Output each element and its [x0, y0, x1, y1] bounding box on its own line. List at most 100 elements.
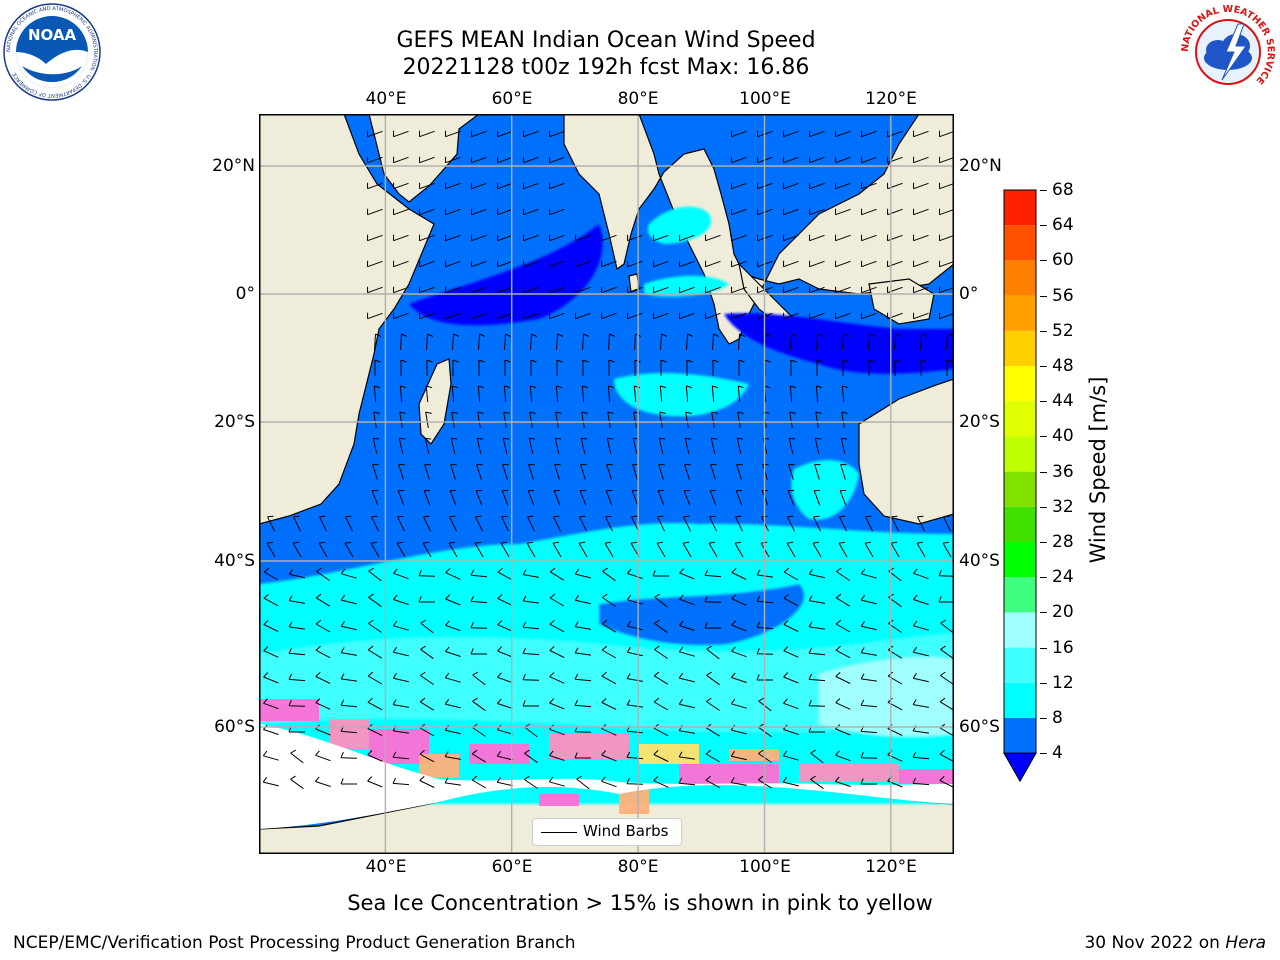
wind-barb: [786, 541, 796, 558]
wind-barb: [549, 698, 565, 710]
wind-barb: [448, 541, 458, 558]
wind-barb: [627, 568, 643, 579]
wind-barb: [783, 286, 799, 294]
noaa-logo-text: NOAA: [28, 26, 77, 44]
wind-barb: [579, 515, 587, 532]
wind-barb: [471, 260, 487, 268]
wind-barb: [939, 260, 954, 268]
wind-barb: [450, 437, 458, 454]
wind-barb: [470, 595, 488, 604]
wind-barb: [887, 182, 903, 190]
wind-barb: [841, 385, 849, 403]
wind-barb: [582, 333, 590, 351]
wind-barb: [601, 234, 617, 242]
wind-barb: [400, 359, 407, 377]
wind-barb: [418, 596, 435, 603]
wind-barb: [444, 777, 461, 786]
wind-barb: [267, 515, 275, 532]
wind-barb: [470, 569, 488, 578]
wind-barb: [424, 437, 432, 454]
wind-barb: [679, 594, 695, 606]
wind-barb: [503, 411, 510, 428]
wind-barb: [367, 697, 383, 711]
wind-barb: [659, 385, 667, 403]
wind-barb: [653, 697, 669, 711]
wind-barb: [529, 385, 537, 403]
wind-barb: [263, 698, 279, 710]
wind-barb: [835, 312, 851, 320]
wind-barb: [660, 359, 667, 377]
wind-barb: [887, 312, 903, 320]
wind-barb: [731, 130, 747, 138]
wind-barb: [810, 749, 824, 764]
wind-barb: [912, 646, 929, 657]
wind-barb: [288, 569, 305, 579]
wind-barb: [835, 672, 851, 684]
wind-barb: [783, 234, 799, 242]
wind-barb: [501, 490, 509, 506]
wind-barb: [835, 130, 851, 138]
wind-barb: [522, 595, 539, 604]
wind-barb: [679, 620, 695, 631]
wind-barb: [835, 260, 851, 268]
wind-barb: [523, 312, 539, 320]
wind-barb: [444, 725, 461, 735]
wind-barb: [475, 490, 483, 506]
wind-barb: [393, 208, 409, 216]
wind-barb: [549, 567, 565, 581]
wind-barb: [368, 567, 382, 582]
wind-barb: [602, 593, 616, 607]
colorbar-segment: [1004, 577, 1036, 613]
wind-barb: [316, 567, 330, 581]
wind-barb: [425, 385, 433, 403]
wind-barb: [423, 490, 431, 506]
wind-barb: [475, 515, 483, 532]
wind-barb: [704, 622, 721, 629]
wind-barb: [683, 490, 691, 506]
wind-band-4-8-darkblue-sumatra: [724, 313, 954, 374]
wind-barb: [450, 463, 457, 480]
wind-barb: [913, 568, 929, 580]
nws-logo: NATIONAL WEATHER SERVICE: [1178, 2, 1278, 102]
wind-barb: [816, 333, 824, 351]
wind-barb-legend-label: Wind Barbs: [583, 822, 669, 840]
wind-band-12-16-north: [647, 206, 711, 244]
lon-tick-top-40e: 40°E: [365, 89, 407, 109]
wind-barb: [523, 182, 539, 190]
wind-barb: [938, 596, 954, 603]
wind-barb: [472, 671, 486, 686]
wind-barb: [782, 750, 799, 761]
wind-barb: [497, 312, 513, 320]
wind-barb: [601, 698, 617, 710]
wind-barb: [419, 156, 435, 164]
wind-barb: [393, 130, 409, 138]
wind-barb: [605, 515, 613, 532]
wind-barb: [730, 751, 747, 761]
wind-barb: [426, 359, 433, 377]
wind-barb: [684, 437, 692, 454]
colorbar-segment: [1004, 542, 1036, 578]
wind-barb: [556, 333, 564, 351]
wind-barb: [626, 594, 643, 605]
wind-barb: [549, 619, 565, 633]
wind-barb: [710, 463, 717, 480]
wind-barb: [340, 647, 357, 656]
wind-barb: [530, 359, 537, 377]
colorbar-tick-mark: [1040, 295, 1047, 297]
lat-tick-right-60s: 60°S: [959, 717, 1000, 737]
wind-barb: [626, 778, 644, 785]
wind-barb: [860, 621, 877, 631]
colorbar-segment: [1004, 682, 1036, 718]
wind-barb: [939, 156, 954, 164]
colorbar-tick-mark: [1040, 366, 1047, 367]
wind-barb: [860, 568, 877, 579]
wind-barb: [939, 286, 954, 294]
wind-barb: [710, 437, 718, 454]
wind-barb: [549, 312, 565, 320]
colorbar-segment: [1004, 225, 1036, 261]
wind-barb: [654, 645, 668, 659]
wind-barb: [367, 208, 383, 216]
wind-barb: [679, 260, 695, 268]
wind-barb: [445, 594, 461, 606]
wind-barb: [601, 776, 617, 788]
